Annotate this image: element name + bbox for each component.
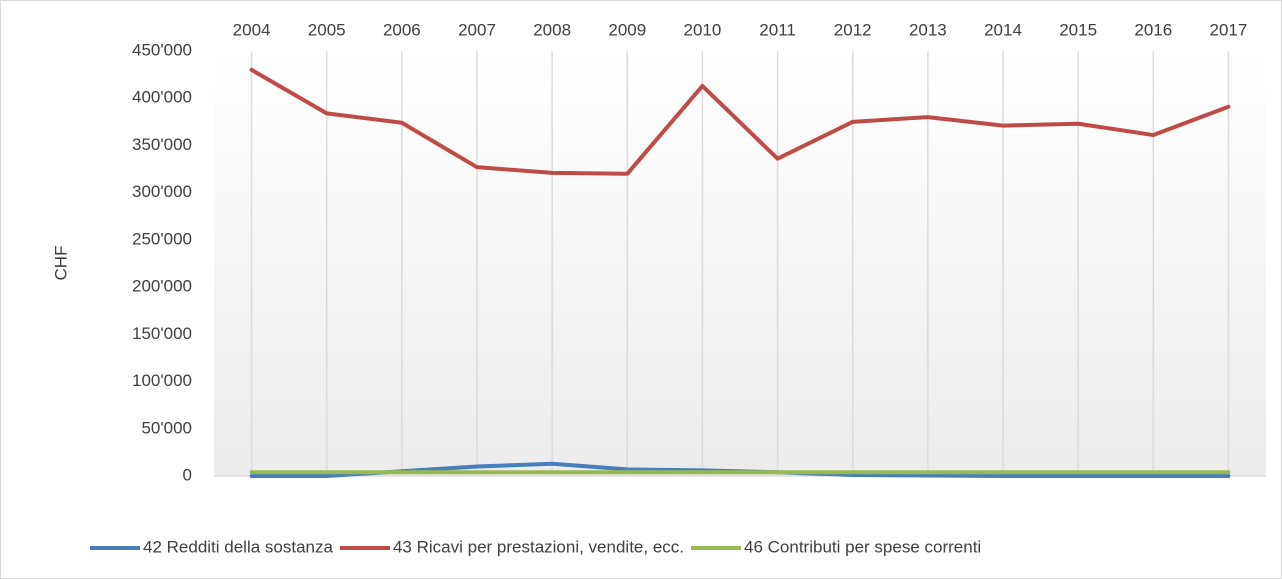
x-tick-label: 2013 [909, 20, 947, 39]
x-tick-label: 2012 [834, 20, 872, 39]
legend-label: 42 Redditi della sostanza [143, 537, 334, 556]
legend-label: 46 Contributi per spese correnti [744, 537, 981, 556]
y-tick-label: 100'000 [132, 371, 192, 390]
plot-area [214, 51, 1266, 476]
y-tick-label: 450'000 [132, 40, 192, 59]
x-tick-label: 2007 [458, 20, 496, 39]
x-tick-label: 2016 [1134, 20, 1172, 39]
y-tick-label: 0 [183, 465, 192, 484]
y-tick-label: 250'000 [132, 229, 192, 248]
series-line [249, 67, 1231, 176]
x-tick-label: 2009 [608, 20, 646, 39]
x-tick-label: 2004 [233, 20, 271, 39]
x-tick-label: 2010 [684, 20, 722, 39]
x-tick-label: 2014 [984, 20, 1022, 39]
legend-label: 43 Ricavi per prestazioni, vendite, ecc. [393, 537, 684, 556]
x-tick-label: 2008 [533, 20, 571, 39]
y-tick-label: 350'000 [132, 135, 192, 154]
y-axis-label: CHF [51, 246, 70, 281]
y-tick-label: 300'000 [132, 182, 192, 201]
x-tick-label: 2005 [308, 20, 346, 39]
y-tick-label: 200'000 [132, 277, 192, 296]
x-tick-label: 2011 [759, 20, 796, 39]
y-tick-label: 150'000 [132, 324, 192, 343]
x-tick-label: 2015 [1059, 20, 1097, 39]
y-tick-label: 50'000 [141, 418, 192, 437]
x-tick-label: 2006 [383, 20, 421, 39]
x-tick-label: 2017 [1210, 20, 1248, 39]
y-tick-label: 400'000 [132, 88, 192, 107]
